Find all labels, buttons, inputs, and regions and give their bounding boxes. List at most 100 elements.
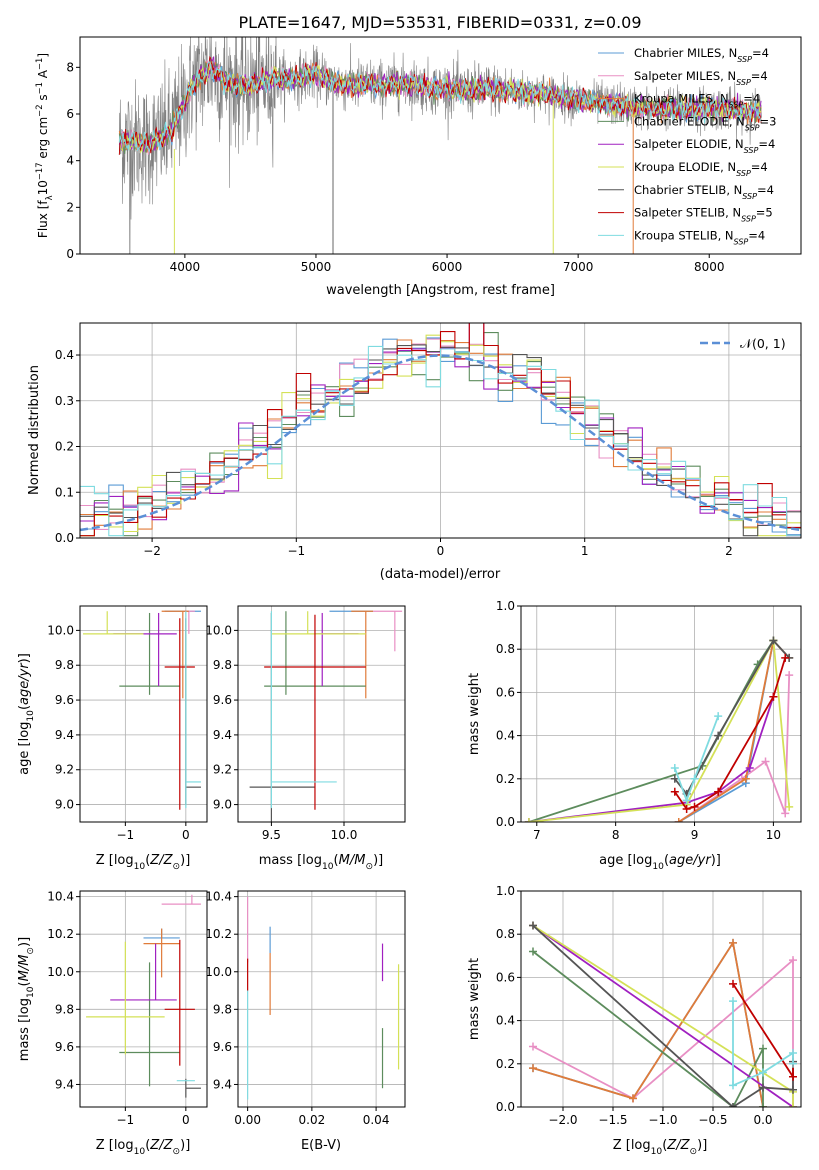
x-tick-label: 8 xyxy=(612,828,620,842)
weight-marker xyxy=(769,636,778,645)
y-tick-label: 9.6 xyxy=(213,693,232,707)
weight-marker xyxy=(714,731,723,740)
y-tick-label: 0.4 xyxy=(496,729,515,743)
y-tick-label: 0.6 xyxy=(496,970,515,984)
age-vs-Z-x-label: Z [log10(Z/Z⊙)] xyxy=(96,853,191,872)
weight-marker xyxy=(789,956,797,965)
weight-line xyxy=(532,940,764,1107)
weight-marker xyxy=(670,787,679,796)
mass-vs-ebv-x-label: E(B-V) xyxy=(301,1138,341,1153)
errorbar-chabrier-elodie xyxy=(119,612,180,695)
x-tick-label: −0.5 xyxy=(698,1113,727,1127)
x-tick-label: 0.0 xyxy=(753,1113,772,1127)
residuals-axes: −2 −1 0 1 2 0.0 0.1 0.2 0.3 0.4 xyxy=(55,322,802,558)
weight-marker xyxy=(714,787,723,796)
y-tick-label: 10.2 xyxy=(205,927,232,941)
y-tick-label: 9.6 xyxy=(55,693,74,707)
model-spectrum-kroupa-elodie xyxy=(118,60,762,154)
x-tick-label: 5000 xyxy=(301,260,332,274)
y-tick-label: 0.0 xyxy=(496,1100,515,1114)
x-tick-label: 0 xyxy=(437,544,445,558)
weight-marker xyxy=(529,947,537,956)
weight-marker xyxy=(785,802,794,811)
x-tick-label: 0.00 xyxy=(234,1113,261,1127)
x-tick-label: 9.5 xyxy=(262,828,281,842)
spectrum-y-label: Flux [fλ10−17 erg cm−2 s−1 A−1] xyxy=(34,53,54,238)
spectrum-plot-area xyxy=(118,37,762,254)
y-tick-label: 1.0 xyxy=(496,599,515,613)
y-tick-label: 9.8 xyxy=(213,1002,232,1016)
x-tick-label: 4000 xyxy=(170,260,201,274)
y-tick-label: 9.8 xyxy=(55,658,74,672)
y-tick-label: 10.0 xyxy=(205,965,232,979)
weight-marker xyxy=(729,997,737,1006)
axes-frame xyxy=(79,890,208,1108)
residual-histogram-kroupa-stelib xyxy=(80,345,801,537)
weight-marker xyxy=(682,796,691,805)
age-vs-Z-axes: −1 0 9.0 9.2 9.4 9.6 9.8 10.0 xyxy=(47,605,208,842)
errorbar-salpeter-miles xyxy=(373,610,403,652)
legend-label: Salpeter MILES, NSSP=4 xyxy=(634,69,768,87)
x-tick-label: 7 xyxy=(533,828,541,842)
errorbar-salpeter-stelib xyxy=(264,614,366,810)
weight-marker xyxy=(761,757,770,766)
x-tick-label: −1 xyxy=(287,544,305,558)
weight-marker xyxy=(690,802,699,811)
y-tick-label: 0.6 xyxy=(496,685,515,699)
y-tick-label: 9.4 xyxy=(55,1077,74,1091)
weight-marker xyxy=(759,1083,767,1092)
legend-label: Salpeter ELODIE, NSSP=4 xyxy=(634,137,775,155)
errorbar-chabrier-stelib xyxy=(185,618,201,805)
weight-marker xyxy=(741,774,750,783)
normal-distribution-curve xyxy=(80,354,801,532)
y-tick-label: 9.2 xyxy=(213,763,232,777)
mass-vs-Z-plot-area xyxy=(86,894,201,1098)
y-tick-label: 9.6 xyxy=(213,1040,232,1054)
x-tick-label: 7000 xyxy=(563,260,594,274)
axes-frame xyxy=(520,890,802,1108)
weight-line xyxy=(532,958,794,1107)
legend-label: Chabrier STELIB, NSSP=4 xyxy=(634,183,774,201)
weight-line xyxy=(673,715,720,804)
weight-marker xyxy=(529,921,537,930)
weight-marker xyxy=(789,1059,797,1068)
weight-series-kroupa-stelib xyxy=(670,712,723,805)
x-tick-label: 0 xyxy=(182,1113,190,1127)
y-tick-label: 9.4 xyxy=(55,728,74,742)
errorbar-salpeter-elodie xyxy=(110,943,177,1001)
weight-line xyxy=(678,638,790,822)
x-tick-label: −1 xyxy=(117,828,135,842)
x-tick-label: −1 xyxy=(117,1113,135,1127)
legend-label: 𝒩(0, 1) xyxy=(740,336,786,351)
y-tick-label: 9.0 xyxy=(55,798,74,812)
y-tick-label: 10.4 xyxy=(205,890,232,904)
legend-label: Kroupa MILES, NSSP=4 xyxy=(634,92,760,110)
y-tick-label: 0.2 xyxy=(55,440,74,454)
weight-vs-Z-y-label: mass weight xyxy=(467,958,482,1040)
x-tick-label: 9 xyxy=(691,828,699,842)
y-tick-label: 0.2 xyxy=(496,772,515,786)
weight-series-salpeter-stelib xyxy=(670,653,790,814)
weight-line xyxy=(532,924,794,1107)
residual-x-label: (data-model)/error xyxy=(380,567,501,582)
y-tick-label: 0 xyxy=(66,247,74,261)
legend-label: Salpeter STELIB, NSSP=5 xyxy=(634,206,773,224)
legend-label: Chabrier MILES, NSSP=4 xyxy=(634,46,769,64)
observed-spectrum xyxy=(119,37,762,254)
y-tick-label: 0.4 xyxy=(55,348,74,362)
y-tick-label: 0.0 xyxy=(55,531,74,545)
y-tick-label: 10.0 xyxy=(205,623,232,637)
weight-line xyxy=(528,640,775,822)
y-tick-label: 9.4 xyxy=(213,728,232,742)
errorbar-salpeter-elodie xyxy=(113,612,177,687)
y-tick-label: 0.8 xyxy=(496,927,515,941)
mass-vs-Z-x-label: Z [log10(Z/Z⊙)] xyxy=(96,1138,191,1157)
weight-marker xyxy=(759,1103,767,1107)
errorbar-chabrier-stelib xyxy=(249,612,315,822)
age-vs-Z-plot-area xyxy=(83,610,201,810)
residual-histogram-salpeter-stelib xyxy=(80,323,801,537)
x-tick-label: 8000 xyxy=(694,260,725,274)
weight-vs-age-y-label: mass weight xyxy=(467,673,482,755)
y-tick-label: 0.2 xyxy=(496,1057,515,1071)
